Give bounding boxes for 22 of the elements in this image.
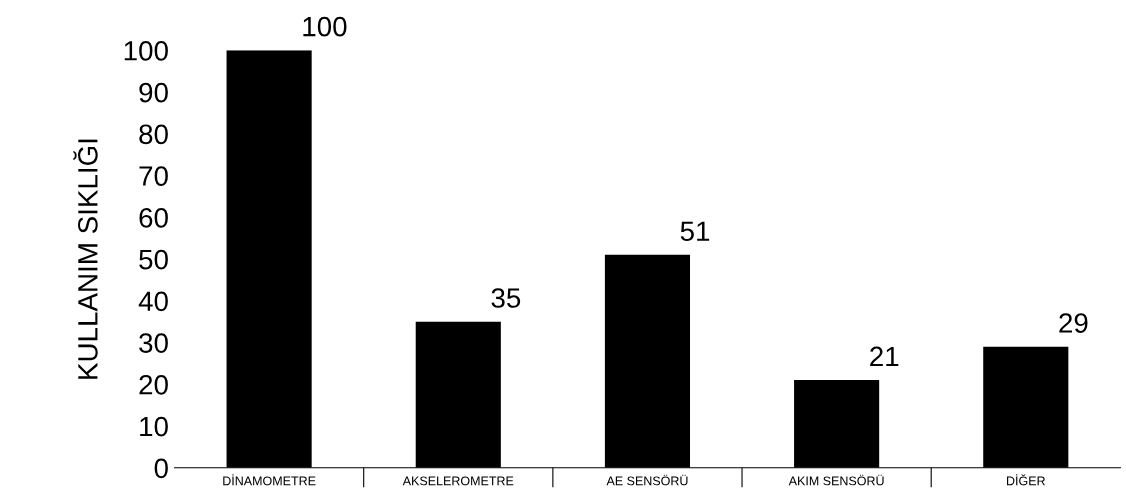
y-tick-label: 40 xyxy=(138,291,168,312)
y-tick-label: 80 xyxy=(139,124,168,145)
y-axis-title: KULLANIM SIKLIĞI xyxy=(73,139,98,379)
y-tick-label: 0 xyxy=(154,458,168,479)
y-tick-label: 100 xyxy=(124,40,168,61)
y-tick-label: 50 xyxy=(139,249,168,270)
y-tick-label: 10 xyxy=(140,416,168,437)
y-tick-label: 90 xyxy=(139,82,168,103)
data-label: 29 xyxy=(1059,313,1088,333)
x-tick-label: AKIM SENSÖRÜ xyxy=(788,474,884,486)
data-label: 35 xyxy=(491,288,521,308)
x-tick-label: DİNAMOMETRE xyxy=(223,474,316,486)
y-tick-label: 30 xyxy=(139,333,168,353)
x-tick-label: AE SENSÖRÜ xyxy=(606,474,688,486)
y-tick-label: 70 xyxy=(139,166,168,186)
y-tick-label: 20 xyxy=(139,374,168,395)
data-label: 100 xyxy=(303,16,347,37)
data-label: 51 xyxy=(680,221,710,242)
x-tick-label: AKSELEROMETRE xyxy=(402,476,514,486)
x-tick-label: DİĞER xyxy=(1007,474,1045,486)
data-label: 21 xyxy=(870,346,899,366)
y-tick-label: 60 xyxy=(139,207,168,228)
